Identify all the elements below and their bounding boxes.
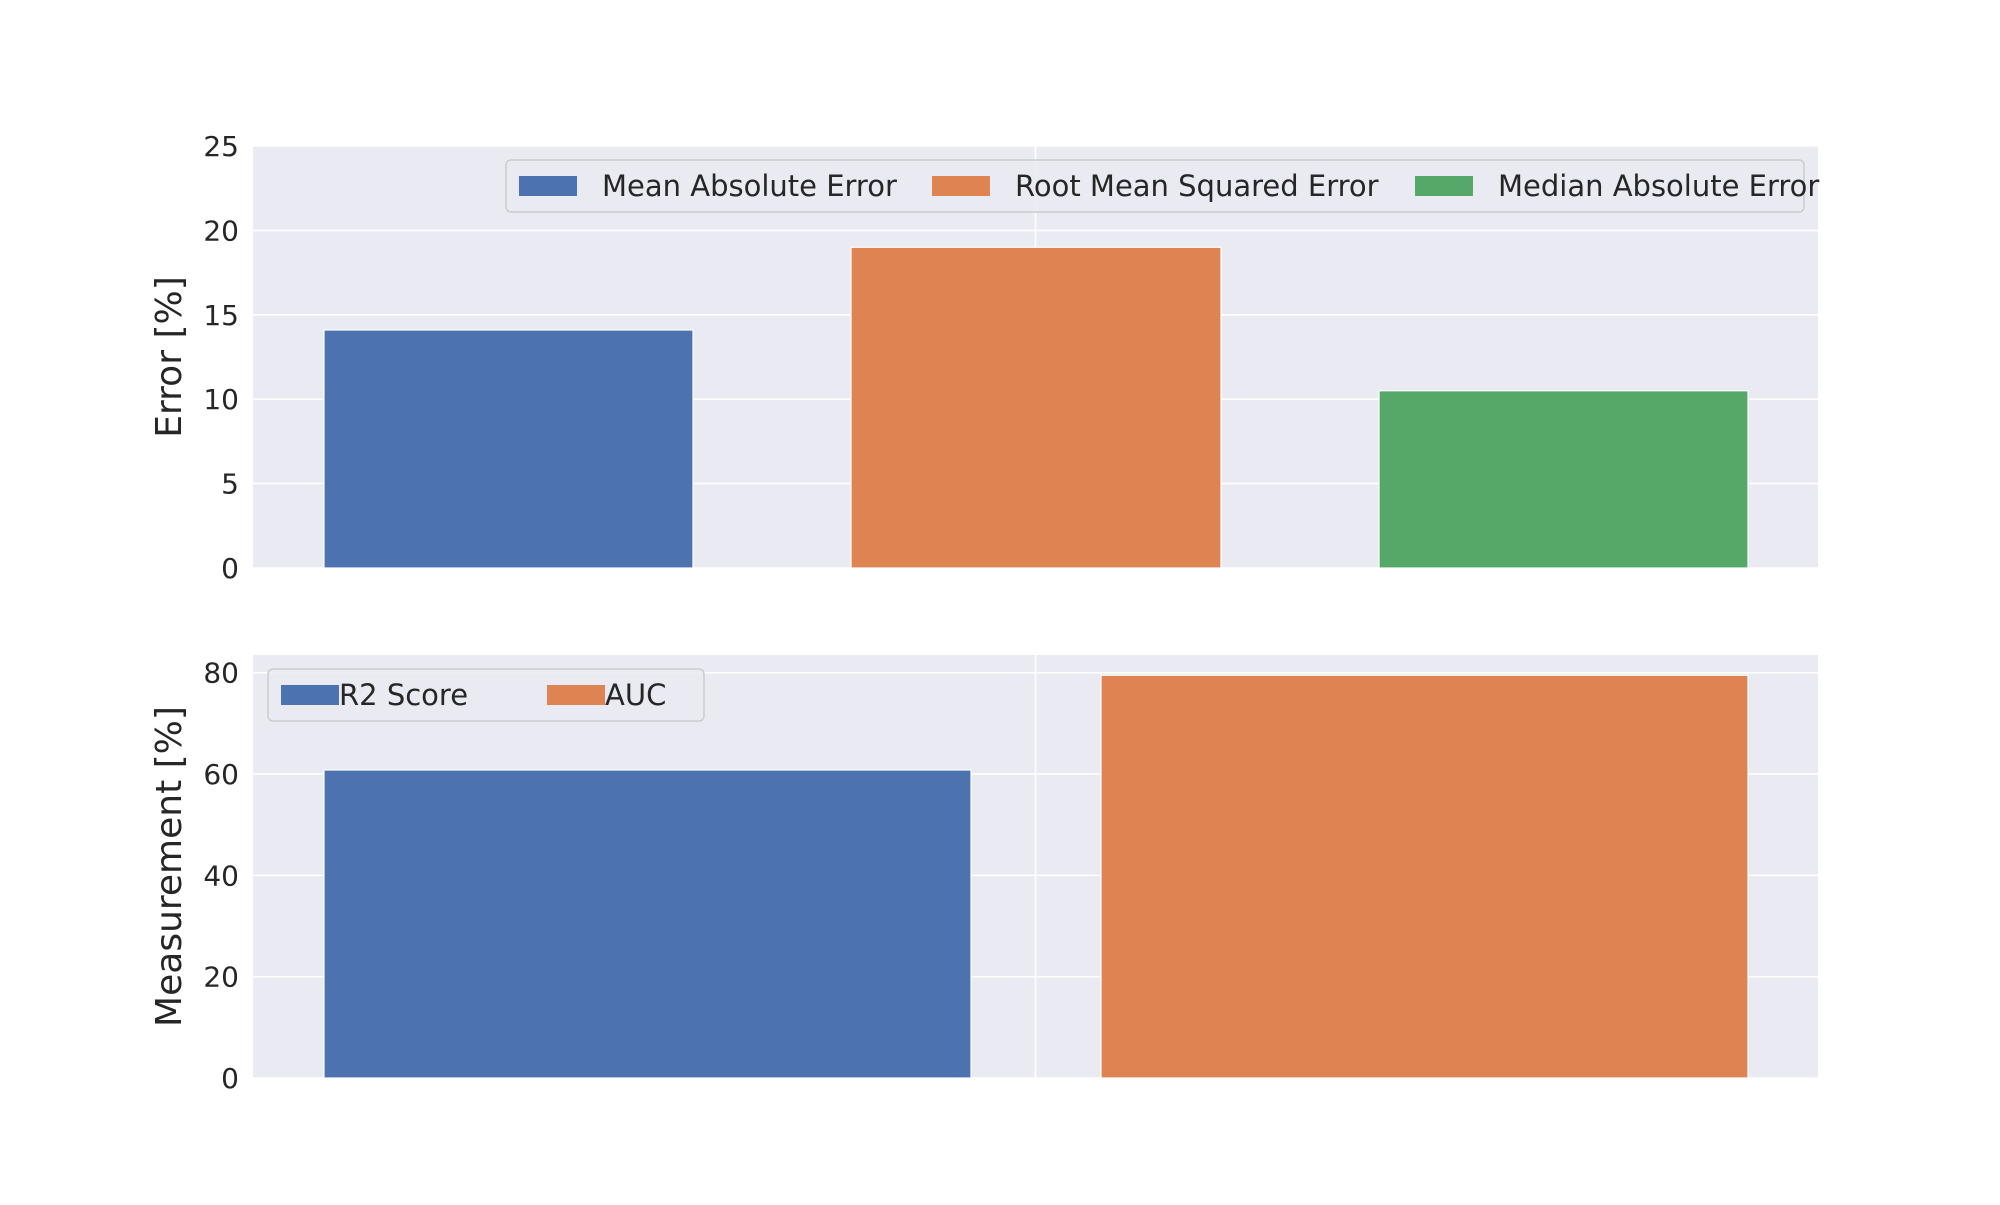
bar-auc	[1100, 674, 1749, 1079]
y-tick-label: 40	[203, 859, 239, 892]
legend-swatch	[932, 176, 990, 196]
subplot-1: 0 5 10 15 20 25 Error [%] Mean Absolute Error Ro…	[149, 130, 1819, 585]
legend-swatch	[281, 685, 339, 705]
bar-median-absolute-error	[1378, 390, 1749, 569]
legend: R2 Score AUC	[267, 668, 705, 722]
legend-box	[267, 668, 705, 722]
legend-box	[505, 159, 1805, 213]
y-tick-label: 15	[203, 299, 239, 332]
bar-mean-absolute-error	[323, 329, 694, 569]
bar-r2-score	[323, 769, 972, 1079]
bar-root-mean-squared-error	[850, 246, 1222, 569]
y-tick-label: 60	[203, 758, 239, 791]
y-tick-label: 20	[203, 214, 239, 247]
y-axis-label: Measurement [%]	[149, 706, 190, 1027]
y-tick-label: 0	[221, 1062, 239, 1095]
y-tick-label: 10	[203, 383, 239, 416]
legend-entry: R2 Score	[339, 678, 468, 712]
y-tick-label: 5	[221, 468, 239, 501]
legend-entry: Root Mean Squared Error	[1015, 169, 1379, 203]
legend-swatch	[547, 685, 605, 705]
legend-swatch	[1415, 176, 1473, 196]
legend-swatch	[519, 176, 577, 196]
y-tick-label: 0	[221, 552, 239, 585]
legend-entry: Median Absolute Error	[1498, 169, 1819, 203]
subplot-2: 0 20 40 60 80 Measurement [%] R2 Score AUC	[149, 655, 1818, 1095]
legend-entry: AUC	[605, 678, 666, 712]
y-tick-label: 25	[203, 130, 239, 163]
y-axis-label: Error [%]	[149, 276, 190, 438]
y-tick-label: 20	[203, 961, 239, 994]
legend: Mean Absolute Error Root Mean Squared Err…	[505, 159, 1819, 213]
y-tick-label: 80	[203, 657, 239, 690]
legend-entry: Mean Absolute Error	[602, 169, 897, 203]
